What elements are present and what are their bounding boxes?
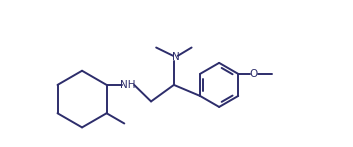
Text: N: N	[172, 52, 179, 62]
Text: O: O	[250, 69, 258, 79]
Text: NH: NH	[120, 80, 136, 90]
